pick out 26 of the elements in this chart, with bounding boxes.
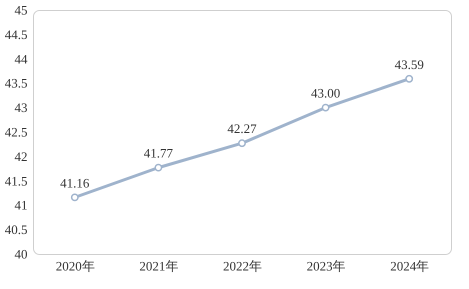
x-tick-label: 2024年 [390,258,430,274]
y-tick-label: 40 [14,246,28,262]
y-tick-label: 43 [14,100,28,116]
y-tick-label: 40.5 [4,222,28,238]
y-tick-label: 41 [14,198,28,213]
y-tick-label: 44.5 [4,26,28,42]
point [405,74,414,83]
x-tick-label: 2023年 [306,258,346,274]
y-tick-label: 43.5 [4,76,28,91]
point [238,139,246,148]
point [154,164,162,172]
x-tick-label: 2020年 [56,258,95,274]
data-label: 42.27 [227,121,258,136]
data-label: 43.59 [394,56,424,72]
y-tick-label: 42.5 [4,124,28,140]
data-label: 41.16 [60,175,90,190]
y-tick-label: 44 [14,51,28,66]
y-tick-label: 45 [14,2,28,18]
point [322,104,330,112]
y-tick-label: 42 [14,148,28,164]
x-tick-label: 2021年 [139,258,178,274]
data-label: 41.77 [144,146,174,161]
y-tick-label: 41.5 [4,173,28,188]
x-tick-label: 2022年 [223,258,262,274]
point [70,193,79,202]
data-label: 43.00 [310,86,340,101]
